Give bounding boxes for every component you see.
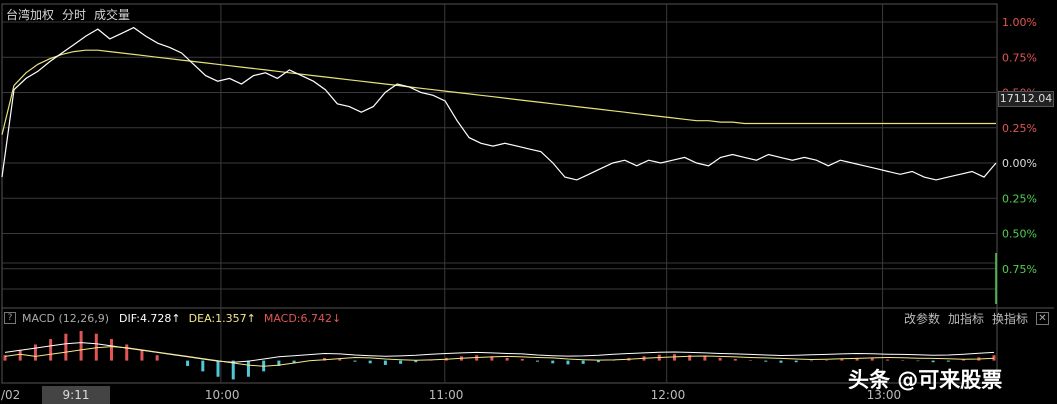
chart-header: 台湾加权 分时 成交量 [6,6,130,23]
cursor-time-tag: 9:11 [42,386,110,404]
macd-title: MACD (12,26,9) [22,311,110,325]
macd-header: ? MACD (12,26,9) DIF:4.728↑ DEA:1.357↑ M… [0,309,1000,327]
y-tick-label: 0.25% [1002,122,1037,135]
price-line [1,26,997,181]
y-tick-label: 0.25% [1002,192,1037,205]
x-tick-label: 12:00 [651,388,686,402]
avg-price-line [1,49,996,135]
tab-volume[interactable]: 成交量 [94,8,131,22]
dif-line [4,342,995,363]
current-price-tag: 17112.04 [998,91,1054,107]
x-tick-label: 11:00 [429,388,464,402]
help-icon[interactable]: ? [4,312,16,324]
dea-line [4,346,995,367]
switch-indicator-button[interactable]: 换指标 [991,311,1028,326]
index-title: 台湾加权 [6,8,55,22]
y-tick-label: 1.00% [1002,16,1037,29]
tab-time[interactable]: 分时 [62,8,87,22]
y-tick-label: 0.75% [1002,263,1037,276]
dif-value: DIF:4.728↑ [119,311,181,325]
y-tick-label: 0.75% [1002,51,1037,64]
x-tick-label: 13:00 [867,388,902,402]
watermark: 头条 @可来股票 [848,368,1003,392]
add-indicator-button[interactable]: 加指标 [947,311,984,326]
close-icon[interactable]: ✕ [1036,311,1049,325]
change-params-button[interactable]: 改参数 [903,311,940,326]
macd-value: MACD:6.742↓ [263,311,342,325]
indicator-toolbar: 改参数 加指标 换指标 ✕ [904,309,1049,327]
dea-value: DEA:1.357↑ [188,311,256,325]
y-tick-label: 0.00% [1002,157,1037,170]
y-tick-label: 0.50% [1002,228,1037,241]
x-tick-label: 10:00 [205,388,240,402]
x-tick-label: /02 [1,388,20,402]
